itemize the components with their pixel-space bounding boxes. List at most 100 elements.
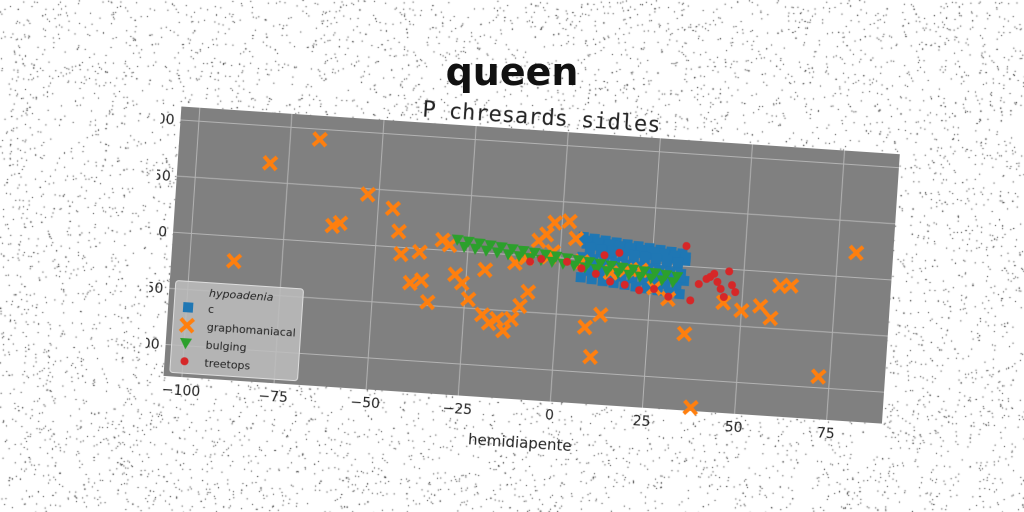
graphomaniacal-point — [682, 399, 699, 416]
treetops-point — [664, 292, 673, 301]
treetops-point — [694, 280, 703, 289]
treetops-point — [600, 251, 609, 260]
graphomaniacal-point — [311, 131, 328, 148]
bulging-point — [506, 243, 519, 256]
treetops-point — [537, 254, 546, 263]
c-point — [674, 288, 685, 300]
graphomaniacal-point — [453, 274, 471, 292]
x-gridline — [734, 144, 753, 414]
graphomaniacal-point — [511, 297, 528, 315]
bulging-point — [671, 271, 684, 283]
graphomaniacal-point — [384, 200, 402, 217]
graphomaniacal-point — [503, 310, 520, 328]
bulging-point — [480, 245, 493, 257]
x-tick-label: 0 — [544, 407, 554, 424]
legend-label: c — [208, 303, 215, 316]
legend-marker-bulging — [180, 337, 193, 350]
bulging-point — [634, 271, 647, 283]
bulging-point — [645, 273, 658, 285]
bulging-point — [568, 260, 581, 272]
x-gridline — [365, 119, 385, 390]
legend-title: hypoadenia — [209, 287, 274, 304]
c-point — [584, 242, 596, 253]
graphomaniacal-point — [480, 314, 498, 332]
graphomaniacal-point — [576, 319, 594, 336]
y-gridline — [176, 175, 896, 225]
graphomaniacal-point — [676, 325, 693, 342]
graphomaniacal-point — [488, 310, 505, 328]
treetops-point — [591, 269, 600, 278]
treetops-point — [635, 286, 644, 295]
bulging-point — [451, 234, 464, 246]
bulging-point — [623, 269, 636, 281]
legend-marker-treetops — [180, 357, 189, 366]
bulging-point — [627, 264, 640, 276]
bulging-point — [484, 240, 497, 252]
c-point — [628, 249, 640, 261]
bulging-point — [616, 262, 629, 274]
treetops-point — [682, 242, 691, 251]
graphomaniacal-point — [402, 274, 419, 292]
graphomaniacal-point — [582, 348, 599, 366]
bulging-point — [590, 263, 603, 276]
graphomaniacal-point — [434, 231, 451, 249]
graphomaniacal-point — [752, 298, 769, 315]
treetops-point — [725, 267, 734, 276]
bulging-point — [517, 245, 530, 257]
bulging-point — [528, 247, 541, 259]
bulging-point — [667, 276, 680, 289]
treetops-point — [650, 284, 659, 293]
graphomaniacal-point — [561, 213, 578, 230]
graphomaniacal-point — [411, 243, 428, 261]
bulging-point — [546, 256, 559, 268]
graphomaniacal-point — [848, 244, 865, 261]
page-title: queen — [445, 50, 579, 94]
graphomaniacal-point — [225, 252, 243, 270]
y-tick-label: 0 — [158, 224, 168, 241]
bulging-point — [458, 241, 471, 254]
x-tick-label: −75 — [258, 388, 289, 406]
x-gridline — [549, 132, 569, 402]
graphomaniacal-point — [413, 272, 430, 289]
c-point — [650, 253, 662, 264]
graphomaniacal-point — [538, 226, 555, 243]
graphomaniacal-point — [441, 236, 458, 254]
y-tick-label: 50 — [152, 168, 171, 185]
series-treetops — [526, 242, 740, 305]
bulging-point — [656, 275, 669, 287]
bulging-point — [462, 236, 475, 248]
graphomaniacal-point — [715, 294, 732, 311]
bulging-point — [513, 250, 526, 263]
bulging-point — [601, 265, 614, 278]
treetops-point — [731, 288, 740, 297]
graphomaniacal-point — [495, 322, 512, 339]
bulging-point — [572, 254, 585, 267]
bulging-point — [539, 249, 552, 261]
bulging-point — [583, 256, 596, 269]
x-tick-label: 75 — [816, 425, 835, 442]
legend-marker-graphomaniacal — [178, 317, 196, 334]
bulging-point — [605, 260, 618, 272]
graphomaniacal-point — [592, 306, 609, 323]
graphomaniacal-point — [783, 277, 800, 294]
graphomaniacal-point — [476, 261, 494, 278]
graphomaniacal-point — [546, 214, 563, 231]
treetops-point — [606, 277, 615, 286]
bulging-point — [473, 238, 486, 250]
bulging-point — [638, 266, 651, 278]
x-tick-label: −50 — [350, 394, 381, 412]
c-point — [639, 251, 651, 263]
c-point — [575, 272, 587, 283]
treetops-point — [577, 264, 586, 273]
treetops-point — [526, 257, 535, 266]
legend-label: treetops — [204, 357, 251, 373]
treetops-point — [710, 269, 719, 278]
graphomaniacal-point — [332, 214, 349, 232]
graphomaniacal-point — [392, 245, 410, 263]
c-point — [672, 257, 684, 268]
bulging-point — [495, 241, 508, 254]
c-point — [606, 245, 618, 257]
x-axis-label: hemidiapente — [467, 430, 572, 455]
treetops-point — [719, 292, 728, 301]
